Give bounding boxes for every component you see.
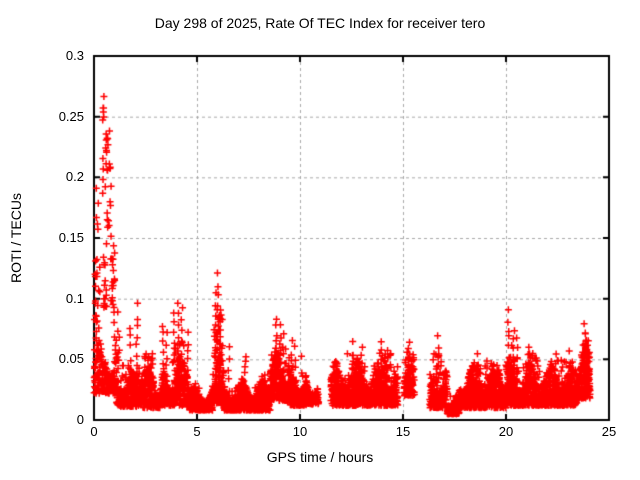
x-tick-label: 0 xyxy=(90,424,98,439)
x-tick-label: 20 xyxy=(498,424,514,439)
x-tick-label: 25 xyxy=(601,424,617,439)
y-tick-label: 0.3 xyxy=(65,48,84,63)
y-tick-label: 0 xyxy=(76,412,84,427)
x-tick-label: 5 xyxy=(193,424,201,439)
chart-title: Day 298 of 2025, Rate Of TEC Index for r… xyxy=(154,15,486,31)
y-tick-label: 0.05 xyxy=(58,351,84,367)
y-tick-label: 0.1 xyxy=(65,290,84,306)
y-tick-label: 0.25 xyxy=(58,108,84,124)
x-tick-label: 15 xyxy=(395,424,411,439)
y-tick-label: 0.2 xyxy=(65,169,84,185)
x-axis-label: GPS time / hours xyxy=(266,449,374,465)
x-tick-label: 10 xyxy=(292,424,308,439)
y-tick-label: 0.15 xyxy=(58,230,84,245)
